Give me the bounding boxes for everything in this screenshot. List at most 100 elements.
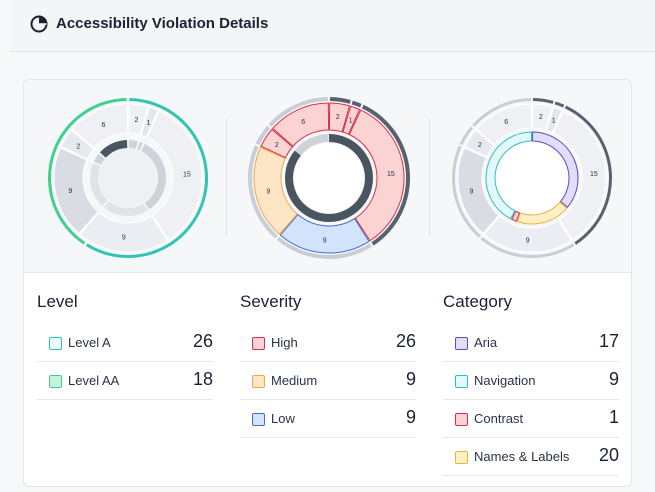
legend-label: Navigation bbox=[474, 373, 536, 388]
legend-row-level-a[interactable]: Level A 26 bbox=[37, 324, 213, 362]
legend-swatch bbox=[455, 375, 468, 388]
chart-divider bbox=[429, 118, 430, 236]
severity-outer-arc-6[interactable] bbox=[272, 102, 330, 147]
category-grey-arc-1[interactable] bbox=[545, 106, 563, 133]
category-rim-arc-1[interactable] bbox=[554, 101, 565, 108]
category-inner-arc-3[interactable] bbox=[485, 131, 533, 220]
level-inner-arc-2[interactable] bbox=[141, 143, 166, 210]
category-rim-arc-2[interactable] bbox=[564, 105, 612, 245]
severity-arc-label-6: 6 bbox=[301, 119, 305, 126]
level-legend: Level Level A 26 Level AA 18 bbox=[37, 290, 213, 400]
category-arc-label-6: 6 bbox=[504, 119, 508, 126]
legend-row-names-labels[interactable]: Names & Labels 20 bbox=[443, 438, 619, 476]
legend-label: Level AA bbox=[68, 373, 120, 388]
level-arc-label-5: 2 bbox=[76, 144, 80, 151]
donut-hole bbox=[294, 143, 364, 213]
category-grey-arc-0[interactable] bbox=[532, 103, 553, 131]
legend-row-high[interactable]: High 26 bbox=[240, 324, 416, 362]
category-rim-arc-4[interactable] bbox=[452, 145, 481, 238]
category-rim-arc-5[interactable] bbox=[459, 126, 474, 146]
severity-outer-arc-0[interactable] bbox=[328, 102, 351, 133]
legend-swatch bbox=[455, 451, 468, 464]
level-grey-arc-2[interactable] bbox=[146, 110, 203, 241]
category-grey-arc-2[interactable] bbox=[552, 110, 607, 241]
legend-count: 18 bbox=[192, 369, 213, 389]
severity-outer-arc-3[interactable] bbox=[279, 213, 370, 254]
level-grey-arc-1[interactable] bbox=[140, 106, 159, 138]
donut-hole bbox=[99, 149, 157, 207]
severity-arc-label-1: 1 bbox=[349, 117, 353, 124]
legend-label: Medium bbox=[271, 373, 318, 388]
level-grey-arc-5[interactable] bbox=[60, 129, 95, 160]
legend-label: High bbox=[271, 335, 298, 350]
severity-arc-label-0: 2 bbox=[336, 114, 340, 121]
severity-rim-arc-0[interactable] bbox=[330, 97, 351, 104]
charts-panel: 2 1 15 9 9 2 6 2 1 15 9 9 2 6 2 1 15 9 9 2 6 bbox=[24, 80, 631, 273]
category-inner-arc-2[interactable] bbox=[511, 210, 521, 222]
legend-row-medium[interactable]: Medium 9 bbox=[240, 362, 416, 400]
level-grey-arc-6[interactable] bbox=[71, 103, 129, 149]
legend-count: 26 bbox=[395, 331, 416, 351]
level-inner-arc-3[interactable] bbox=[103, 201, 148, 216]
category-rim-arc-6[interactable] bbox=[472, 98, 531, 127]
legend-row-navigation[interactable]: Navigation 9 bbox=[443, 362, 619, 400]
severity-rim-arc-3[interactable] bbox=[276, 236, 372, 259]
severity-legend-title: Severity bbox=[240, 292, 302, 311]
legend-swatch bbox=[455, 413, 468, 426]
legend-row-contrast[interactable]: Contrast 1 bbox=[443, 400, 619, 438]
category-inner-arc-1[interactable] bbox=[516, 201, 568, 225]
legend-label: Level A bbox=[68, 335, 111, 350]
legend-swatch bbox=[49, 337, 62, 350]
level-inner-arc-4[interactable] bbox=[90, 163, 108, 207]
severity-outer-arc-4[interactable] bbox=[253, 146, 298, 235]
severity-rim-arc-6[interactable] bbox=[268, 97, 328, 127]
category-grey-arc-4[interactable] bbox=[457, 147, 500, 235]
category-arc-label-5: 2 bbox=[478, 142, 482, 149]
category-arc-label-2: 15 bbox=[590, 171, 598, 178]
legend-swatch bbox=[252, 375, 265, 388]
legend-count: 9 bbox=[405, 369, 416, 389]
severity-rim-arc-1[interactable] bbox=[351, 100, 362, 108]
severity-rim-arc-2[interactable] bbox=[361, 104, 410, 246]
level-inner-arc-1[interactable] bbox=[137, 141, 143, 151]
chart-divider bbox=[226, 118, 227, 236]
level-arc-label-6: 6 bbox=[102, 122, 106, 129]
severity-outer-arc-2[interactable] bbox=[348, 109, 405, 242]
legend-row-aria[interactable]: Aria 17 bbox=[443, 324, 619, 362]
category-arc-label-4: 9 bbox=[469, 189, 473, 196]
severity-rim-arc-5[interactable] bbox=[255, 125, 271, 146]
level-inner-arc-5[interactable] bbox=[93, 153, 105, 165]
legend-row-level-aa[interactable]: Level AA 18 bbox=[37, 362, 213, 400]
category-arc-label-3: 9 bbox=[526, 237, 530, 244]
level-inner-arc-6[interactable] bbox=[99, 140, 128, 158]
level-grey-arc-3[interactable] bbox=[79, 211, 169, 253]
category-rim-arc-0[interactable] bbox=[533, 98, 554, 104]
category-rim-arc-3[interactable] bbox=[480, 236, 575, 258]
legend-swatch bbox=[252, 337, 265, 350]
violation-card: 2 1 15 9 9 2 6 2 1 15 9 9 2 6 2 1 15 9 9 2 6 Level Level A… bbox=[23, 79, 632, 487]
category-grey-arc-6[interactable] bbox=[475, 103, 532, 146]
category-arc-label-0: 2 bbox=[539, 114, 543, 121]
legend-count: 9 bbox=[405, 407, 416, 427]
severity-arc-label-3: 9 bbox=[323, 237, 327, 244]
severity-outer-arc-1[interactable] bbox=[342, 105, 361, 135]
level-grey-arc-0[interactable] bbox=[127, 103, 149, 136]
category-grey-arc-5[interactable] bbox=[464, 129, 495, 158]
severity-rim-arc-4[interactable] bbox=[248, 145, 278, 239]
legend-row-low[interactable]: Low 9 bbox=[240, 400, 416, 438]
legend-swatch bbox=[252, 413, 265, 426]
category-grey-arc-3[interactable] bbox=[483, 215, 573, 253]
level-inner-arc-0[interactable] bbox=[128, 140, 138, 150]
legend-count: 26 bbox=[192, 331, 213, 351]
page-title: Accessibility Violation Details bbox=[56, 15, 269, 32]
level-arc-label-1: 1 bbox=[147, 120, 151, 127]
legend-swatch bbox=[455, 337, 468, 350]
level-grey-arc-4[interactable] bbox=[53, 147, 99, 235]
level-legend-title: Level bbox=[37, 292, 78, 311]
category-inner-arc-0[interactable] bbox=[531, 131, 579, 208]
legend-count: 1 bbox=[608, 407, 619, 427]
severity-outer-arc-5[interactable] bbox=[260, 128, 294, 159]
